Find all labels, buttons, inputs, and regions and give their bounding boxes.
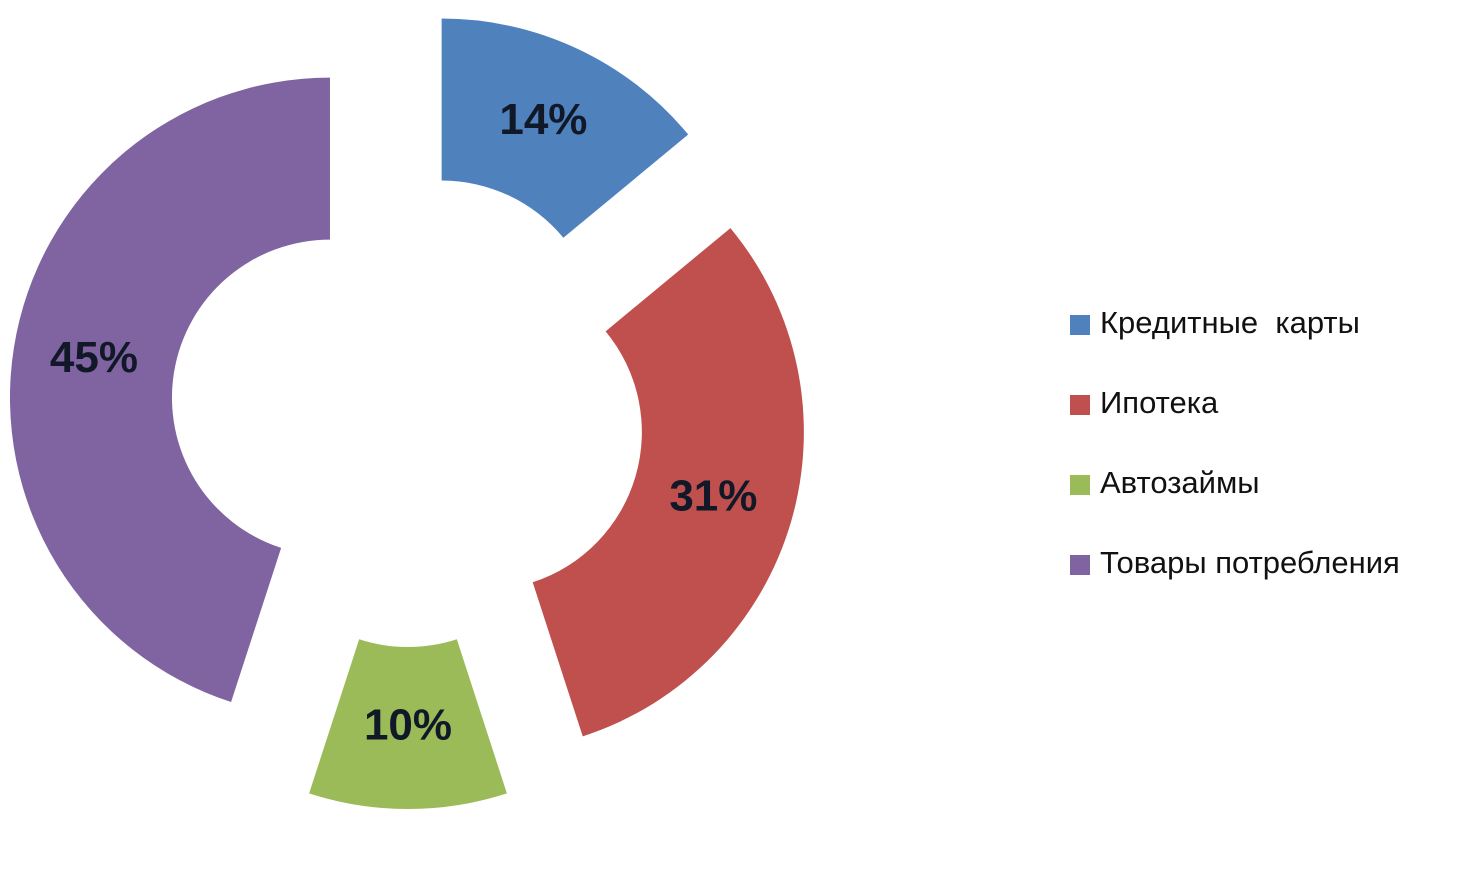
legend-label: Автозаймы <box>1100 465 1260 500</box>
legend-swatch <box>1070 395 1090 415</box>
slice-label: 31% <box>669 471 757 520</box>
legend-label: Кредитные карты <box>1100 305 1360 340</box>
legend-swatch <box>1070 475 1090 495</box>
legend-label: Товары потребления <box>1100 545 1400 580</box>
slice-label: 45% <box>50 333 138 382</box>
donut-slice <box>441 18 689 238</box>
slice-label: 10% <box>364 701 452 750</box>
donut-slice <box>9 77 330 702</box>
donut-slice <box>309 639 507 809</box>
legend-label: Ипотека <box>1100 385 1219 420</box>
legend-swatch <box>1070 555 1090 575</box>
donut-slice <box>532 228 804 737</box>
slice-label: 14% <box>499 95 587 144</box>
legend-swatch <box>1070 315 1090 335</box>
